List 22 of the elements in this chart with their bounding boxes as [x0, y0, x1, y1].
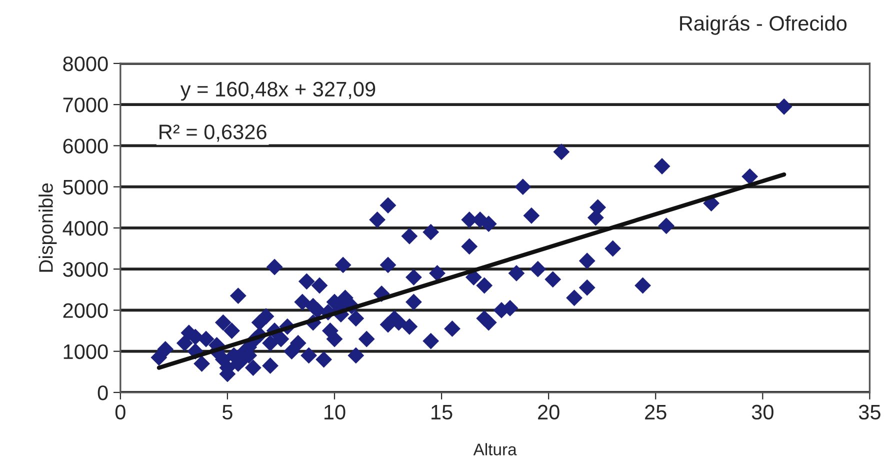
x-tick-label: 30: [752, 404, 774, 420]
y-tick-label: 0: [98, 385, 108, 400]
x-tick-label: 25: [645, 404, 666, 420]
annotation: y = 160,48x + 327,09: [180, 82, 376, 101]
y-tick-label: 4000: [62, 220, 108, 236]
x-tick-label: 15: [432, 405, 452, 420]
y-tick-label: 8000: [63, 56, 108, 72]
y-tick-label: 2000: [63, 303, 108, 318]
x-tick-label: 20: [538, 404, 560, 420]
x-tick-label: 0: [115, 404, 126, 420]
y-tick-label: 5000: [63, 180, 108, 195]
x-tick-label: 10: [324, 404, 346, 420]
chart-title: Raigrás - Ofrecido: [680, 15, 847, 35]
annotation: R² = 0,6326: [160, 124, 266, 142]
y-tick-label: 1000: [64, 344, 108, 360]
x-tick-label: 5: [222, 405, 232, 420]
x-axis-title: Altura: [473, 443, 517, 456]
y-axis-title: Disponible: [38, 183, 57, 272]
y-tick-label: 7000: [63, 98, 108, 112]
y-tick-label: 6000: [63, 138, 108, 154]
y-tick-label: 3000: [63, 262, 108, 277]
x-tick-label: 35: [858, 404, 880, 420]
